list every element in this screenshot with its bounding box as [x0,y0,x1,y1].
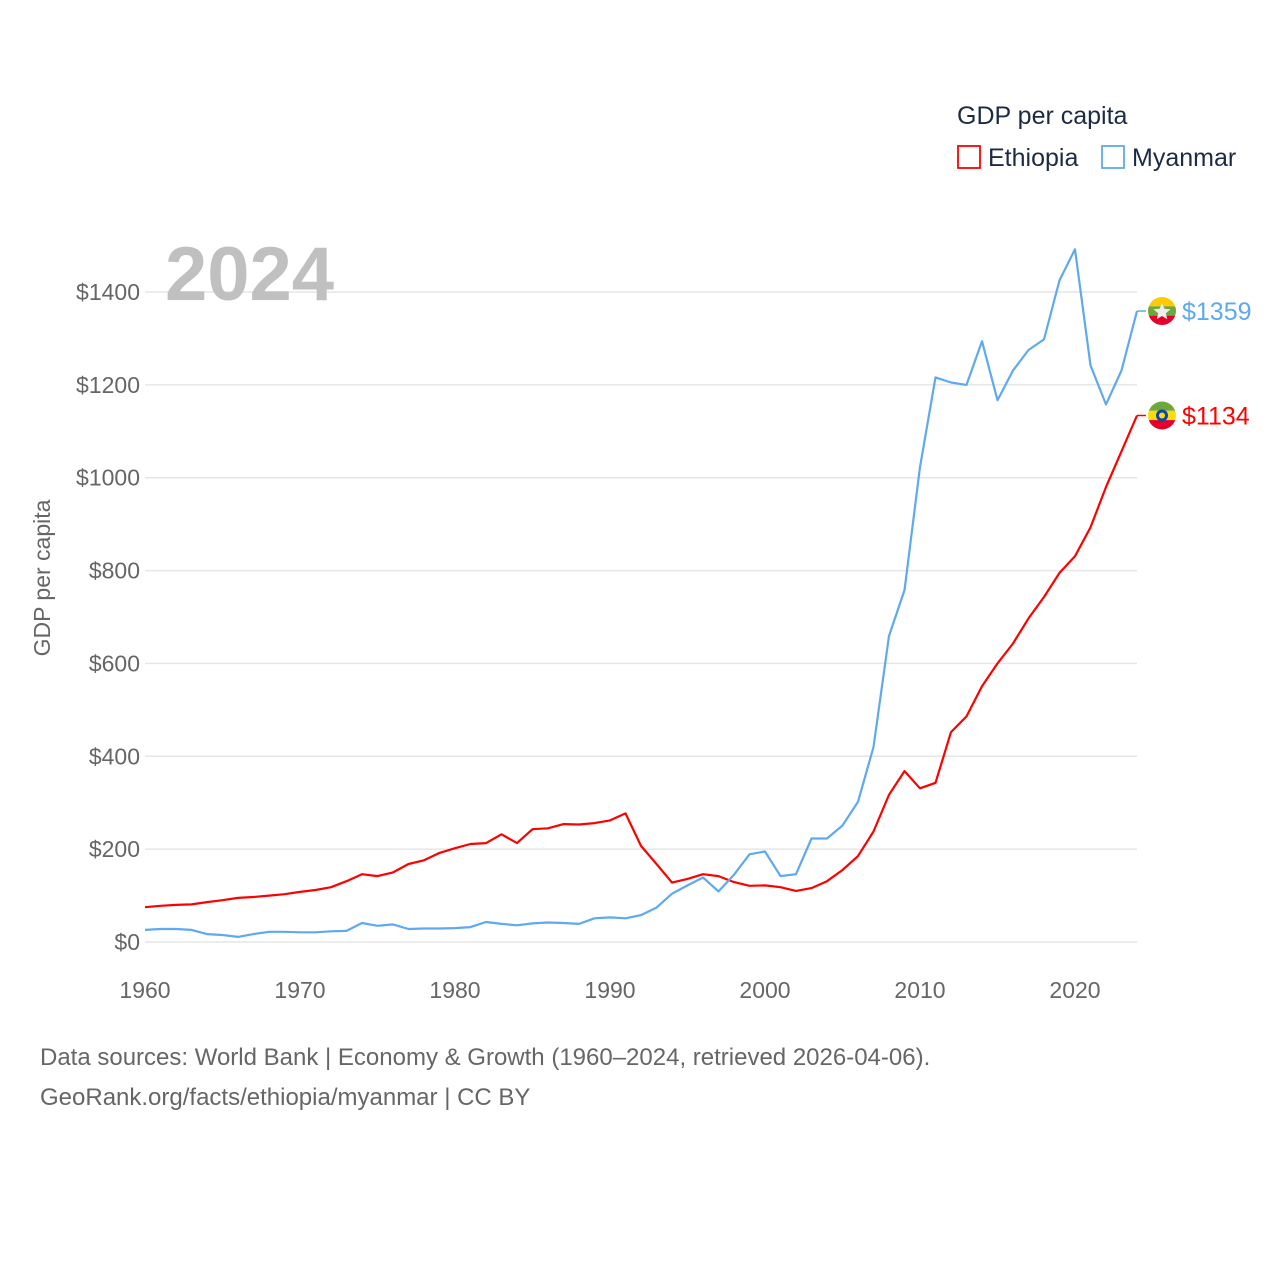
legend-item-ethiopia[interactable]: Ethiopia [957,144,1078,172]
legend-label: Myanmar [1132,144,1236,172]
end-value-label: $1134 [1182,403,1250,431]
myanmar-flag-icon [1148,297,1176,326]
x-tick-label: 1980 [429,977,480,1003]
legend-label: Ethiopia [988,144,1078,172]
legend-title: GDP per capita [957,102,1128,130]
legend-swatch [1101,145,1125,169]
x-tick-label: 1970 [274,977,325,1003]
x-tick-label: 1960 [119,977,170,1003]
y-tick-label: $600 [89,650,140,676]
legend-item-myanmar[interactable]: Myanmar [1101,144,1236,172]
y-tick-label: $1000 [76,465,140,491]
legend-swatch [957,145,981,169]
ethiopia-flag-icon [1148,401,1176,430]
y-axis-title: GDP per capita [29,499,55,656]
y-tick-label: $1200 [76,372,140,398]
x-tick-label: 2010 [894,977,945,1003]
y-tick-label: $1400 [76,279,140,305]
footer-link[interactable]: GeoRank.org/facts/ethiopia/myanmar | CC … [40,1084,531,1111]
x-tick-label: 1990 [584,977,635,1003]
y-tick-label: $800 [89,558,140,584]
series-line-myanmar [144,248,1139,939]
y-tick-label: $200 [89,836,140,862]
x-tick-label: 2020 [1049,977,1100,1003]
y-tick-label: $0 [114,929,140,955]
end-value-label: $1359 [1182,298,1252,326]
y-tick-label: $400 [89,743,140,769]
year-watermark: 2024 [165,232,334,317]
series-line-ethiopia [144,415,1139,909]
footer-sources: Data sources: World Bank | Economy & Gro… [40,1044,931,1071]
legend: GDP per capita Ethiopia Myanmar [957,102,1236,172]
x-tick-label: 2000 [739,977,790,1003]
